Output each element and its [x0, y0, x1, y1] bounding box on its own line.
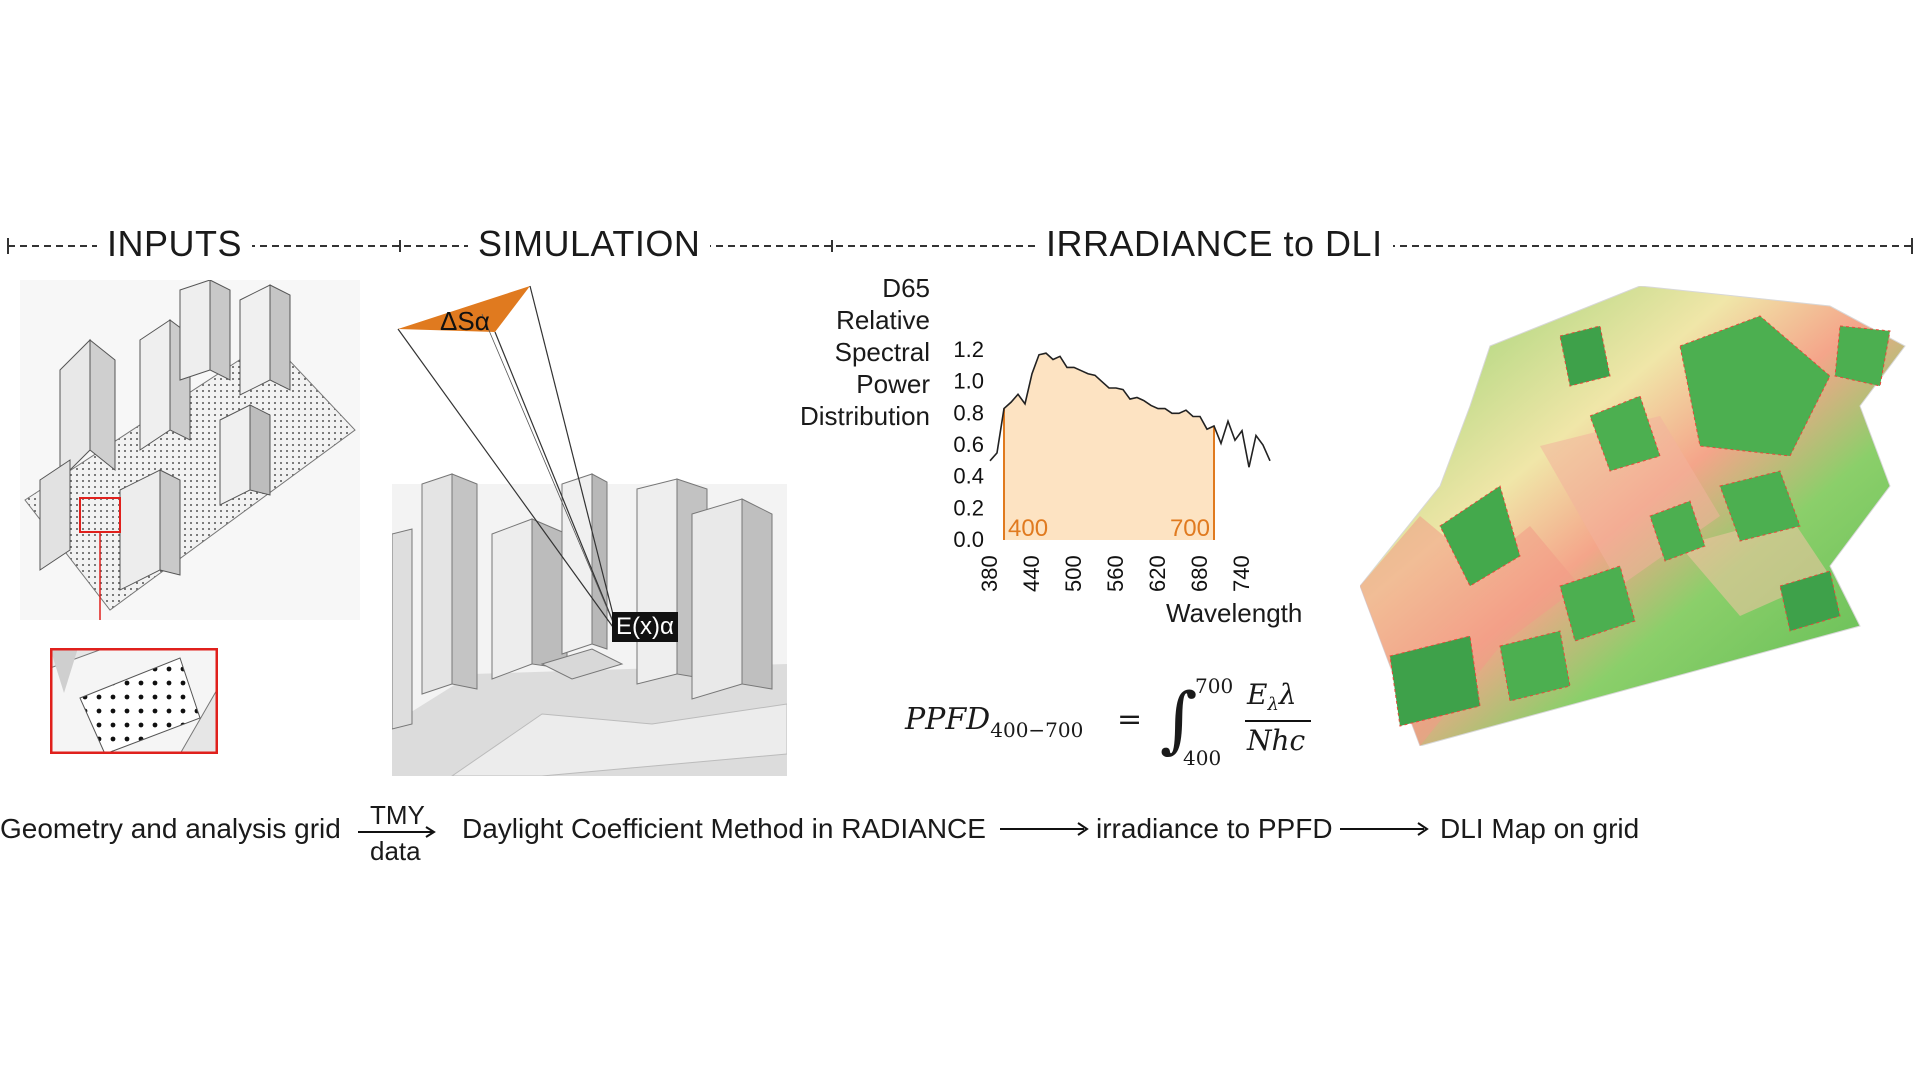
band-label-700: 700: [1170, 515, 1210, 542]
simulation-scene: [392, 285, 787, 776]
x-tick-label: 380: [977, 555, 1002, 592]
y-tick-label: 1.0: [953, 369, 984, 394]
fraction-bar: [1245, 720, 1311, 722]
y-tick-label: 0.8: [953, 400, 984, 425]
arrow-label-tmy: TMY: [370, 800, 425, 830]
formula-equals: =: [1117, 702, 1143, 737]
chart-xlabel: Wavelength: [1166, 598, 1303, 628]
arrow-label-data: data: [370, 836, 421, 866]
flow-arrow-3: [1340, 822, 1429, 836]
section-divider-line: [7, 238, 1913, 254]
x-tick-label: 500: [1061, 555, 1086, 592]
chart-ylabel: D65 Relative Spectral Power Distribution: [799, 273, 930, 431]
x-tick-label: 560: [1103, 555, 1128, 592]
x-tick-label: 680: [1187, 555, 1212, 592]
formula-numerator-sub: λ: [1267, 694, 1279, 715]
flow-arrow-tmy: TMY data: [356, 800, 438, 870]
sky-patch-label: ΔSα: [440, 306, 490, 336]
analysis-grid-inset: [50, 648, 218, 754]
dli-map: [1360, 286, 1906, 746]
y-tick-label: 0.4: [953, 464, 984, 489]
city-geometry-model: [20, 280, 360, 620]
sensor-point-label: E(x)α: [612, 612, 678, 642]
flow-step-daylight: Daylight Coefficient Method in RADIANCE: [462, 813, 986, 844]
flow-step-ppfd: irradiance to PPFD: [1096, 813, 1333, 844]
formula-numerator: E: [1247, 678, 1268, 711]
x-tick-label: 440: [1019, 555, 1044, 592]
ppfd-formula: PPFD400−700 = ∫ 700 400 Eλλ Nhc: [905, 674, 1325, 775]
formula-numerator-tail: λ: [1278, 678, 1297, 711]
integral-lower-limit: 400: [1183, 746, 1222, 770]
band-fill: [1004, 353, 1214, 540]
band-label-400: 400: [1008, 515, 1048, 542]
y-tick-label: 0.0: [953, 527, 984, 552]
spectral-power-chart: 1.2 1.0 0.8 0.6 0.4 0.2 0.0 380 440 500 560 620 680 7…: [953, 337, 1271, 592]
y-tick-label: 0.2: [953, 495, 984, 520]
section-title-inputs: INPUTS: [97, 222, 253, 266]
x-tick-label: 740: [1229, 555, 1254, 592]
spd-series-line: [989, 352, 1271, 468]
flow-arrow-2: [1000, 822, 1089, 836]
formula-lhs-sub: 400−700: [990, 718, 1084, 742]
flow-step-geometry: Geometry and analysis grid: [0, 813, 341, 844]
integral-upper-limit: 700: [1195, 674, 1234, 698]
y-tick-label: 0.6: [953, 432, 984, 457]
x-tick-label: 620: [1145, 555, 1170, 592]
y-tick-label: 1.2: [953, 337, 984, 362]
formula-denominator: Nhc: [1247, 724, 1306, 757]
section-title-irradiance: IRRADIANCE to DLI: [1036, 222, 1393, 266]
formula-lhs: PPFD: [905, 702, 991, 737]
integral-sign: ∫: [1160, 677, 1198, 761]
section-title-simulation: SIMULATION: [468, 222, 711, 266]
flow-step-dli: DLI Map on grid: [1440, 813, 1640, 844]
